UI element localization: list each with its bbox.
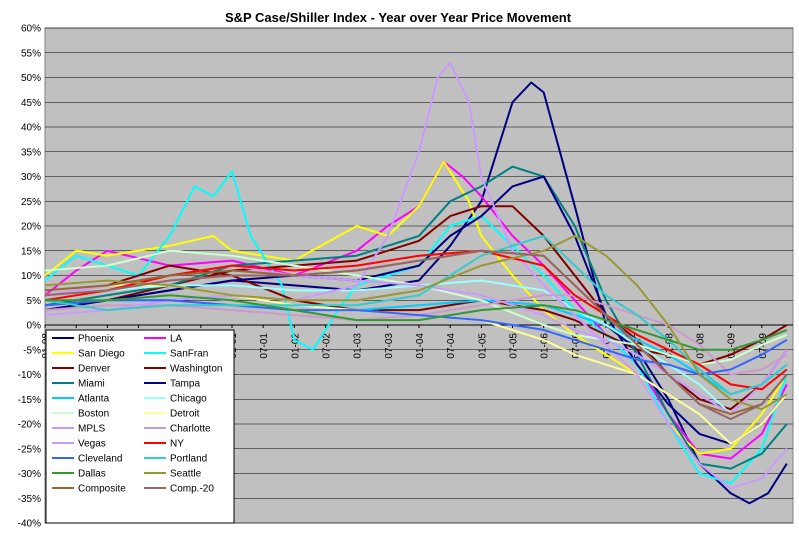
- y-tick-label: 45%: [21, 98, 41, 109]
- x-tick-label: 01-08: [664, 333, 675, 359]
- legend-label: Cleveland: [78, 454, 122, 465]
- y-tick-label: 30%: [21, 172, 41, 183]
- legend-label: SanFran: [170, 349, 208, 360]
- series-line-ny: [44, 249, 788, 391]
- series-line-comp-20: [44, 249, 788, 421]
- y-tick-label: 40%: [21, 123, 41, 134]
- y-tick-label: 60%: [21, 24, 41, 35]
- series-line-cleveland: [44, 299, 788, 376]
- legend-label: Charlotte: [170, 424, 211, 435]
- x-tick-label: 07-02: [322, 333, 333, 359]
- x-tick-label: 01-03: [353, 333, 364, 359]
- series-line-dallas: [45, 294, 788, 351]
- legend-label: Miami: [78, 379, 105, 390]
- legend-label: NY: [170, 439, 184, 450]
- y-tick-label: -15%: [18, 395, 41, 406]
- series-line-san-diego: [44, 160, 788, 455]
- y-tick-label: -20%: [18, 420, 41, 431]
- x-tick-label: 07-05: [509, 333, 520, 359]
- legend-label: Portland: [170, 454, 207, 465]
- legend-label: LA: [170, 334, 183, 345]
- x-tick-label: 07-01: [259, 333, 270, 359]
- y-tick-label: 50%: [21, 73, 41, 84]
- x-tick-label: 07-09: [758, 333, 769, 359]
- x-tick-label: 07-06: [571, 333, 582, 359]
- series-line-chicago: [44, 279, 788, 416]
- series-lines: [44, 61, 788, 505]
- legend-label: Detroit: [170, 409, 200, 420]
- x-tick-label: 01-09: [727, 333, 738, 359]
- y-tick-label: 35%: [21, 147, 41, 158]
- x-tick-label: 01-05: [477, 333, 488, 359]
- y-tick-label: 10%: [21, 271, 41, 282]
- legend-label: Tampa: [170, 379, 200, 390]
- legend-label: Phoenix: [78, 334, 114, 345]
- y-tick-label: 0%: [27, 321, 42, 332]
- chart-title: S&P Case/Shiller Index - Year over Year …: [225, 10, 572, 25]
- y-tick-label: -5%: [23, 345, 41, 356]
- series-line-charlotte: [44, 294, 788, 376]
- series-line-phoenix: [44, 81, 788, 505]
- legend-label: Boston: [78, 409, 109, 420]
- legend-label: Dallas: [78, 469, 106, 480]
- y-tick-label: 25%: [21, 197, 41, 208]
- x-tick-label: 07-04: [446, 333, 457, 359]
- legend-label: Atlanta: [78, 394, 110, 405]
- x-tick-label: 01-02: [290, 333, 301, 359]
- legend: Phoenix LA San Diego SanFran Denver Washingto…: [45, 329, 235, 524]
- y-tick-label: 5%: [27, 296, 42, 307]
- y-tick-label: -35%: [18, 494, 41, 505]
- legend-label: Chicago: [170, 394, 207, 405]
- y-tick-label: -40%: [18, 519, 41, 530]
- series-line-la: [44, 160, 788, 460]
- series-line-portland: [44, 234, 788, 396]
- x-tick-label: 07-03: [384, 333, 395, 359]
- x-tick-label: 01-06: [540, 333, 551, 359]
- x-tick-label: 01-04: [415, 333, 426, 359]
- legend-label: Composite: [78, 484, 126, 495]
- series-line-tampa: [44, 175, 788, 445]
- y-tick-label: 15%: [21, 246, 41, 257]
- legend-label: Vegas: [78, 439, 106, 450]
- series-line-seattle: [44, 234, 788, 411]
- y-tick-label: 55%: [21, 48, 41, 59]
- y-tick-label: -30%: [18, 469, 41, 480]
- legend-label: Denver: [78, 364, 111, 375]
- legend-box: [45, 329, 235, 524]
- series-line-boston: [44, 249, 788, 366]
- legend-label: San Diego: [78, 349, 125, 360]
- legend-label: Washington: [170, 364, 222, 375]
- legend-label: Comp.-20: [170, 484, 214, 495]
- y-tick-label: -10%: [18, 370, 41, 381]
- y-axis-ticks: 60% 55% 50% 45% 40% 35% 30% 25% 20% 15% 10% 5% 0% -5%…: [18, 24, 41, 530]
- legend-label: MPLS: [78, 424, 106, 435]
- legend-label: Seattle: [170, 469, 202, 480]
- y-tick-label: -25%: [18, 444, 41, 455]
- y-tick-label: 20%: [21, 222, 41, 233]
